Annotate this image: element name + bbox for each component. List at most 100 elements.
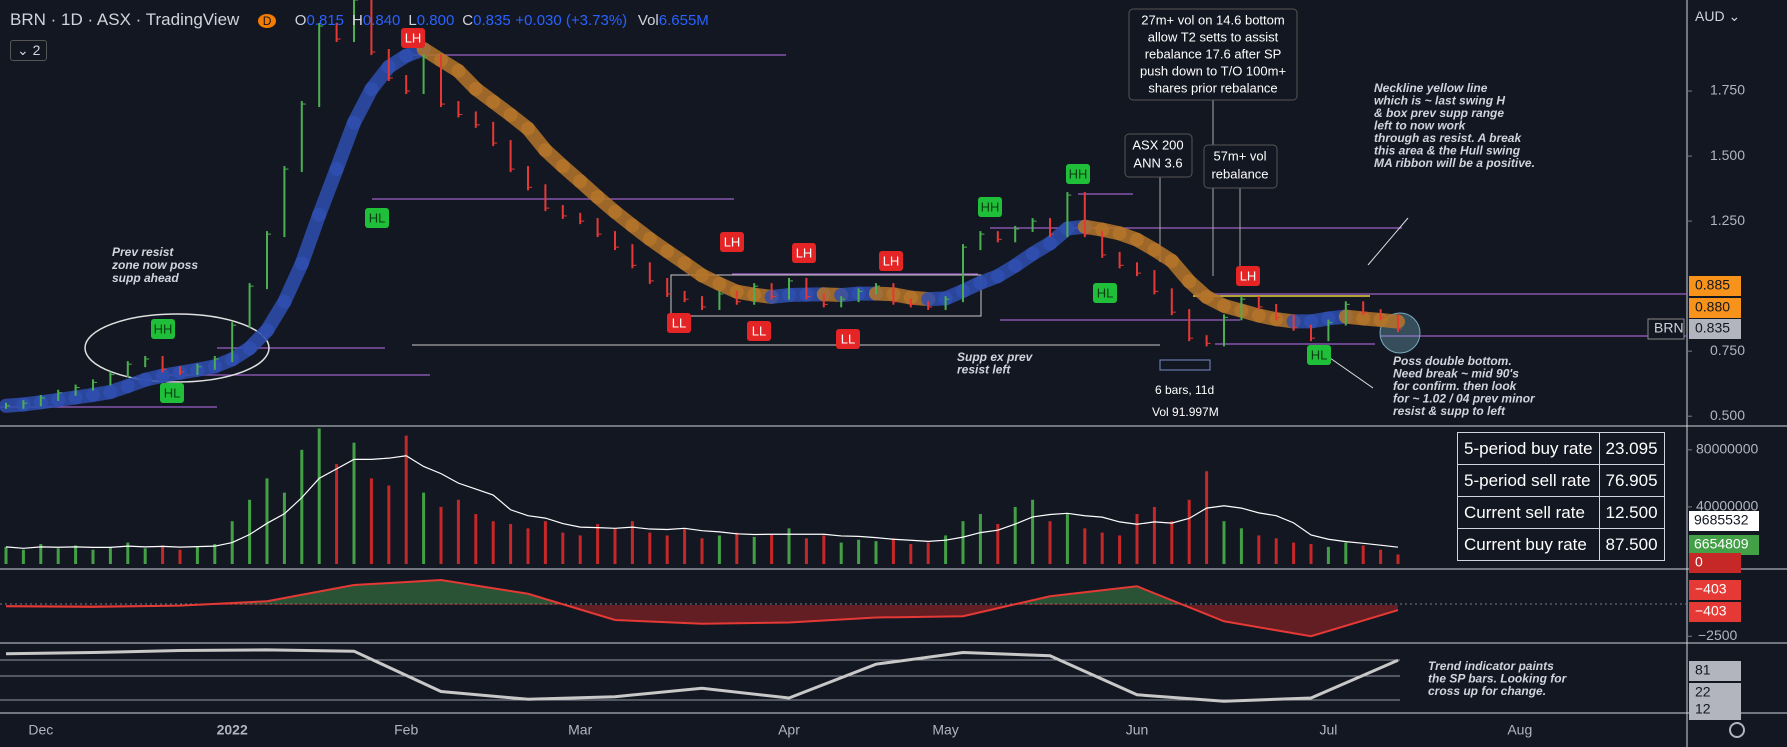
price-bar	[996, 231, 999, 243]
axis-label-bg	[1689, 535, 1759, 555]
annotation: 57m+ vol	[1213, 148, 1266, 163]
interval: 1D	[61, 10, 83, 29]
annotation: Need break ~ mid 90's	[1393, 367, 1519, 381]
price-bar	[1344, 301, 1347, 326]
price-bar	[266, 231, 268, 290]
axis-label-bg	[1689, 276, 1741, 296]
volume-bar	[4, 546, 8, 564]
volume-ma	[5, 455, 1399, 549]
price-bar	[892, 283, 895, 305]
x-tick-label: 2022	[217, 722, 248, 738]
volume-bar	[1379, 549, 1383, 564]
annotation-box	[1124, 133, 1193, 178]
volume-bar	[39, 544, 43, 564]
volume-bar	[909, 544, 913, 564]
volume-bar	[1135, 514, 1139, 564]
axis-label-bg	[1689, 580, 1741, 600]
ohlc-value: 0.840	[362, 12, 401, 29]
volume-bar	[1309, 544, 1313, 564]
settings-icon[interactable]	[1729, 722, 1745, 738]
swing-label: LH	[796, 245, 813, 260]
indicator-toggle[interactable]: ⌄ 2	[10, 40, 48, 61]
hull-ribbon	[1373, 312, 1405, 329]
annotation: left to now work	[1374, 119, 1467, 133]
table-label: 5-period sell rate	[1457, 464, 1600, 497]
annotation: the SP bars. Looking for	[1428, 672, 1568, 686]
volume-bar	[1292, 542, 1296, 564]
axis-label: −403	[1695, 581, 1727, 597]
x-tick-label: May	[932, 722, 958, 738]
stats-table: 5-period buy rate 23.095 5-period sell rat…	[1457, 432, 1665, 561]
annotation: for ~ 1.02 / 04 prev minor	[1393, 392, 1536, 406]
price-bar	[944, 296, 947, 310]
volume-bar	[874, 541, 878, 564]
volume-bar	[509, 524, 513, 564]
oscillator-area	[6, 604, 1398, 637]
axis-label-bg	[1689, 511, 1759, 531]
currency-label: AUD	[1695, 8, 1725, 24]
arrow	[1329, 357, 1374, 389]
swing-label-bg	[1307, 345, 1331, 365]
ohlc-key: H	[352, 12, 363, 29]
table-row: Current buy rate 87.500	[1457, 528, 1665, 561]
x-tick-label: Mar	[568, 722, 592, 738]
volume-bar	[143, 548, 147, 564]
currency[interactable]: AUD ⌄	[1695, 8, 1741, 24]
annotation: this area & the Hull swing	[1374, 144, 1521, 158]
volume-bar	[108, 546, 112, 564]
volume-bar	[683, 528, 687, 564]
axis-label: −403	[1695, 603, 1727, 619]
volume-bar	[926, 542, 930, 564]
annotation: Neckline yellow line	[1374, 81, 1488, 95]
volume-bar	[1274, 538, 1278, 564]
swing-label-bg	[160, 383, 184, 403]
exchange: ASX	[96, 10, 131, 29]
axis-label: 12	[1695, 701, 1711, 717]
hull-ribbon	[294, 207, 327, 271]
price-bar	[579, 212, 582, 225]
price-bar	[1118, 251, 1121, 269]
price-bar	[196, 363, 199, 375]
price-bar	[335, 23, 338, 43]
volume-bar	[630, 521, 634, 564]
annotation-box	[1128, 8, 1298, 101]
support-lines	[0, 54, 1687, 408]
volume-bar	[213, 544, 217, 564]
price-bar	[1327, 319, 1330, 342]
volume-bar	[126, 542, 130, 564]
badge: D	[258, 14, 277, 28]
annotation: Supp ex prev	[957, 350, 1034, 364]
volume-bar	[752, 536, 756, 564]
swing-label: HL	[164, 385, 181, 400]
table-label: Current sell rate	[1457, 496, 1600, 529]
volume-bar	[648, 532, 652, 564]
price-bar	[422, 54, 425, 95]
price-bar	[474, 111, 477, 128]
swing-label: HH	[981, 199, 1000, 214]
volume-bar	[178, 549, 182, 564]
swing-label: HH	[154, 321, 173, 336]
price-bar	[1188, 309, 1191, 342]
source: TradingView	[145, 10, 240, 29]
oscillator-line	[5, 578, 1399, 638]
ohlc-key: O	[294, 12, 307, 29]
x-tick-label: Apr	[778, 722, 800, 738]
volume-bar	[491, 521, 495, 564]
swing-label-bg	[365, 208, 389, 228]
y-tick-label: 1.250	[1710, 212, 1745, 228]
price-bar	[231, 322, 234, 362]
price-bar	[1257, 296, 1260, 310]
price-bar	[387, 49, 390, 82]
price-bar	[1310, 324, 1312, 342]
axis-label: 22	[1695, 684, 1711, 700]
price-bar	[614, 231, 616, 251]
volume-bar	[1205, 471, 1209, 564]
data-layer: 1.750 1.500 1.250 0.750 0.500 80000000 4000000…	[0, 0, 1759, 738]
price-bar	[1153, 270, 1156, 295]
volume-bar	[1065, 514, 1069, 564]
swing-label-bg	[401, 28, 425, 48]
volume-bar	[961, 521, 965, 564]
price-bar	[875, 283, 877, 295]
volume-bar	[369, 478, 373, 564]
y-tick-label: 1.750	[1710, 82, 1745, 98]
